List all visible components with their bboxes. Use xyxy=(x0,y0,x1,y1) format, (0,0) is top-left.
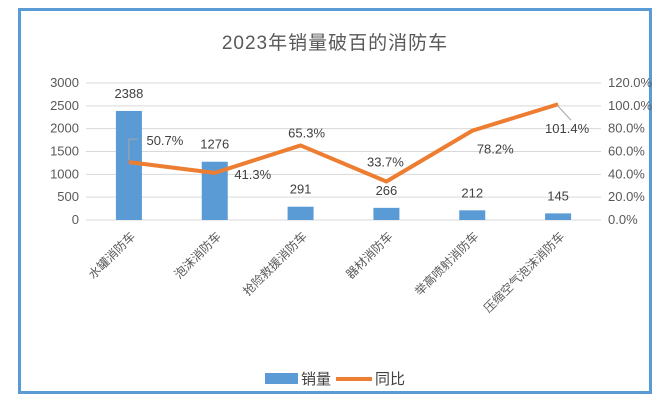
left-axis-tick-label: 3000 xyxy=(50,75,79,90)
sales-data-label: 1276 xyxy=(200,137,229,152)
right-axis-tick-label: 20.0% xyxy=(608,189,645,204)
yoy-data-label: 78.2% xyxy=(477,142,514,157)
left-axis-tick-label: 2500 xyxy=(50,98,79,113)
right-axis-tick-label: 100.0% xyxy=(608,98,653,113)
yoy-data-label: 33.7% xyxy=(367,155,404,170)
left-axis-tick-label: 500 xyxy=(57,189,79,204)
legend: 销量 同比 xyxy=(21,368,649,389)
yoy-data-label: 101.4% xyxy=(545,121,590,136)
right-axis-tick-label: 120.0% xyxy=(608,75,653,90)
yoy-data-label: 50.7% xyxy=(146,133,183,148)
sales-bar[interactable] xyxy=(287,206,314,220)
right-axis-tick-label: 60.0% xyxy=(608,144,645,159)
category-label: 水罐消防车 xyxy=(85,229,138,282)
right-axis-tick-label: 40.0% xyxy=(608,166,645,181)
yoy-line[interactable] xyxy=(128,102,559,184)
left-axis-tick-label: 1500 xyxy=(50,144,79,159)
left-axis-tick-label: 2000 xyxy=(50,121,79,136)
category-label: 器材消防车 xyxy=(342,229,395,282)
legend-label-sales: 销量 xyxy=(300,371,331,388)
sales-data-label: 2388 xyxy=(114,86,143,101)
category-label: 泡沫消防车 xyxy=(171,229,224,282)
sales-data-label: 291 xyxy=(290,182,312,197)
sales-data-label: 266 xyxy=(376,183,398,198)
left-axis-tick-label: 1000 xyxy=(50,166,79,181)
right-axis-tick-label: 80.0% xyxy=(608,121,645,136)
category-label: 压缩空气泡沫消防车 xyxy=(480,229,567,316)
leader-line xyxy=(557,105,572,121)
legend-item-yoy[interactable]: 同比 xyxy=(336,368,405,389)
chart-border-frame: 2023年销量破百的消防车 0 500 1000 1500 2000 2500 3000 0.… xyxy=(18,8,653,394)
sales-bar[interactable] xyxy=(115,110,142,220)
plot-area: 0 500 1000 1500 2000 2500 3000 0.0% 20.0% 40.0% 60… xyxy=(50,75,653,316)
yoy-data-label: 65.3% xyxy=(288,125,325,140)
legend-item-sales[interactable]: 销量 xyxy=(264,368,331,389)
category-label: 抢险救援消防车 xyxy=(240,229,310,299)
sales-data-label: 212 xyxy=(461,185,483,200)
category-label: 举高喷射消防车 xyxy=(411,229,481,299)
sales-bar[interactable] xyxy=(545,213,572,220)
legend-label-yoy: 同比 xyxy=(375,371,406,388)
sales-bar[interactable] xyxy=(459,210,486,220)
leader-line xyxy=(128,138,138,161)
yoy-data-label: 41.3% xyxy=(234,167,271,182)
right-axis-tick-label: 0.0% xyxy=(608,212,638,227)
sales-bar[interactable] xyxy=(373,207,400,220)
chart-title: 2023年销量破百的消防车 xyxy=(221,33,449,54)
yoy-line-swatch-icon xyxy=(336,376,372,381)
left-axis-tick-label: 0 xyxy=(72,212,79,227)
sales-data-label: 145 xyxy=(547,188,569,203)
sales-bar-swatch-icon xyxy=(264,373,298,384)
